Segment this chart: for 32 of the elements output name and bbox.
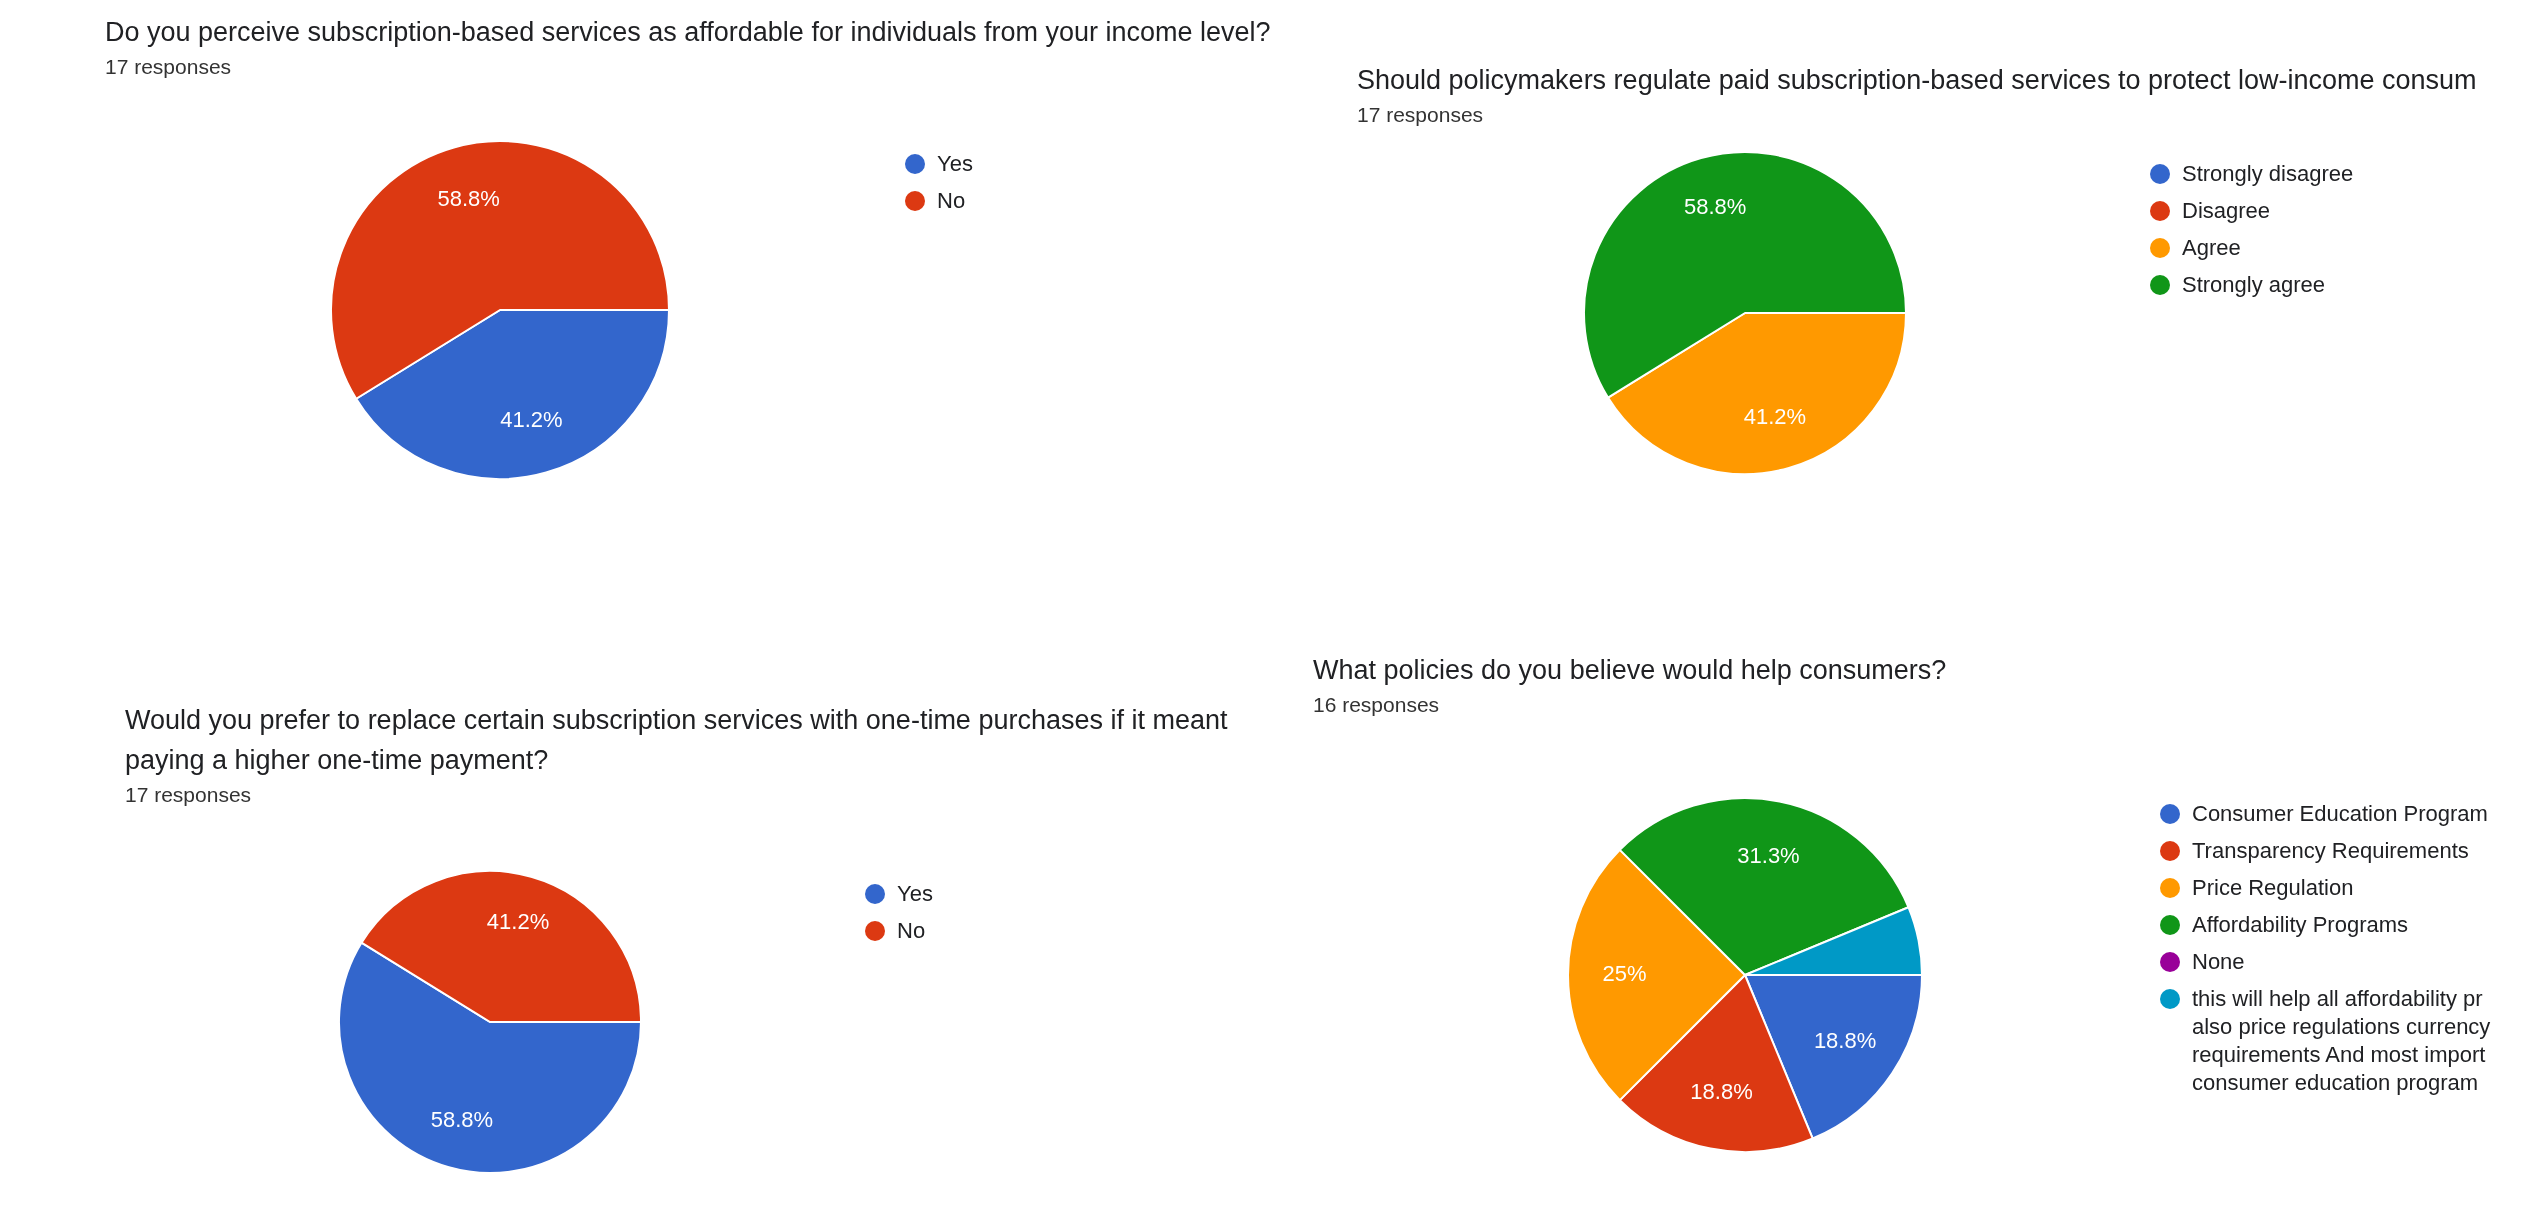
legend-label: Disagree: [2182, 197, 2271, 225]
legend-label: Transparency Requirements: [2192, 837, 2469, 865]
legend-label: Consumer Education Program: [2192, 800, 2488, 828]
legend-label: Yes: [897, 880, 933, 908]
legend-label: Price Regulation: [2192, 874, 2354, 902]
legend-label: this will help all affordability pr also price regulations currency requirements And most import consumer education program: [2192, 985, 2492, 1097]
chart-subtitle: 17 responses: [105, 54, 233, 80]
chart-title: What policies do you believe would help consumers?: [1313, 654, 1948, 687]
data-label: 58.8%: [430, 1106, 494, 1132]
text: 16 responses: [1313, 692, 1441, 718]
data-label: 41.2%: [500, 406, 563, 432]
data-label: 58.8%: [437, 185, 500, 211]
data-label: 58.8%: [1683, 193, 1747, 219]
legend-label: None: [2192, 948, 2245, 976]
legend-label: Yes: [937, 150, 973, 178]
legend-label: Strongly agree: [2182, 271, 2326, 299]
legend-label: No: [897, 917, 926, 945]
legend-label: Affordability Programs: [2192, 911, 2409, 939]
data-label: 25%: [1602, 961, 1647, 987]
chart-subtitle: 17 responses: [1357, 102, 1485, 128]
legend-label: No: [937, 187, 966, 215]
chart-title: Should policymakers regulate paid subscription-based services to protect low-income consum: [1357, 64, 2478, 97]
chart-subtitle: 17 responses: [125, 782, 253, 808]
data-label: 18.8%: [1690, 1079, 1753, 1105]
data-label: 18.8%: [1813, 1027, 1877, 1053]
legend-label: Agree: [2182, 234, 2241, 262]
legend-label: Strongly disagree: [2182, 160, 2354, 188]
data-label: 41.2%: [486, 909, 550, 935]
chart-title: Do you perceive subscription-based services as affordable for individuals from your income level?: [105, 16, 1272, 49]
chart-title: Would you prefer to replace certain subscription services with one-time purchases if it meant paying a higher one-time payment?: [125, 704, 1229, 777]
data-label: 31.3%: [1737, 843, 1800, 869]
data-label: 41.2%: [1743, 404, 1807, 430]
